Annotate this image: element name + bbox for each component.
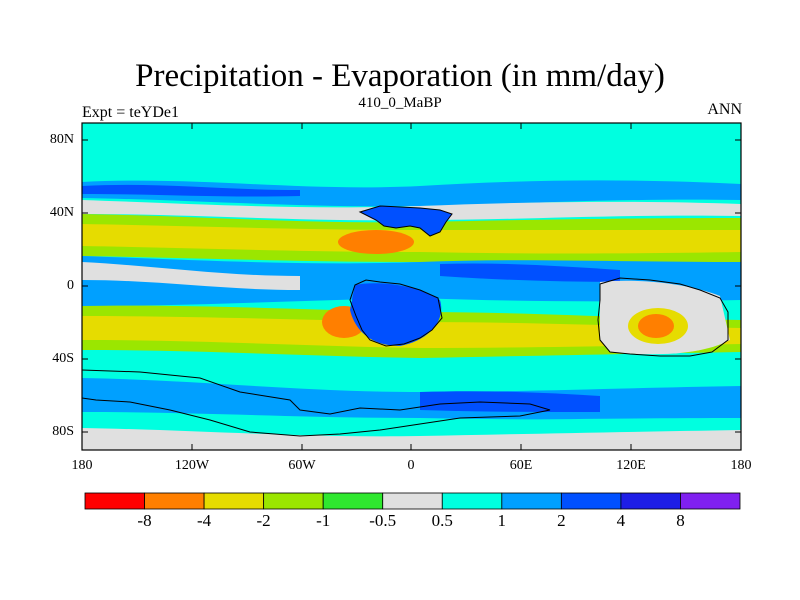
field-band-40s	[82, 350, 741, 384]
lon-label-0: 0	[407, 458, 415, 473]
colorbar-swatch	[680, 492, 741, 510]
lon-label-60w: 60W	[288, 458, 316, 473]
field-band-midlat-n-strong	[82, 184, 300, 197]
field-equator-strong	[440, 263, 620, 282]
map-ticks	[81, 123, 742, 450]
lon-label-120e: 120E	[616, 458, 646, 473]
colorbar-swatch	[501, 492, 562, 510]
colorbar-label: -4	[197, 511, 212, 530]
land-outline-east	[597, 277, 729, 357]
colorbar-label: 2	[557, 511, 566, 530]
colorbar-swatch	[84, 492, 145, 510]
colorbar-label: 1	[497, 511, 507, 530]
colorbar-label: 0.5	[431, 511, 453, 530]
lon-label-120w: 120W	[174, 458, 210, 473]
land-outline-north	[358, 205, 453, 237]
colorbar-label: -2	[256, 511, 271, 530]
experiment-label: Expt = teYDe1	[82, 104, 179, 121]
land-outline-south	[82, 369, 551, 437]
season-label: ANN	[707, 101, 742, 118]
colorbar-swatch	[263, 492, 324, 510]
time-label: 410_0_MaBP	[358, 95, 442, 111]
field-band-60s-strong	[420, 391, 600, 412]
land-outline-central	[349, 279, 443, 347]
field-polar-ice	[82, 428, 741, 450]
field-continent-east-dry	[638, 314, 674, 338]
colorbar-swatch	[382, 492, 443, 510]
colorbar-swatch	[560, 492, 622, 510]
colorbar-label: -8	[137, 511, 152, 530]
field-equator-gap	[82, 262, 300, 290]
colorbar-label: -0.5	[369, 511, 397, 530]
field-dry-n	[338, 230, 414, 254]
lat-label-80s: 80S	[52, 424, 74, 439]
lat-label-0: 0	[67, 278, 74, 293]
lon-label-60e: 60E	[509, 458, 533, 473]
colorbar-swatch	[203, 492, 265, 510]
colorbar-swatch	[144, 492, 205, 510]
colorbar	[84, 492, 741, 510]
plot-title: Precipitation - Evaporation (in mm/day)	[135, 58, 665, 94]
field-band-midlat-n	[82, 180, 741, 207]
lat-label-40n: 40N	[49, 205, 74, 220]
lon-label-180e: 180	[730, 458, 752, 473]
colorbar-label: 8	[676, 511, 685, 530]
colorbar-swatch	[322, 492, 384, 510]
lon-label-180w: 180	[71, 458, 93, 473]
field-continent-wet	[350, 283, 442, 346]
colorbar-swatch	[441, 492, 503, 510]
lat-label-80n: 80N	[49, 132, 74, 147]
map-field	[82, 123, 741, 450]
colorbar-label: 4	[616, 511, 626, 530]
lat-label-40s: 40S	[52, 351, 74, 366]
colorbar-label: -1	[316, 511, 331, 530]
colorbar-swatch	[620, 492, 681, 510]
